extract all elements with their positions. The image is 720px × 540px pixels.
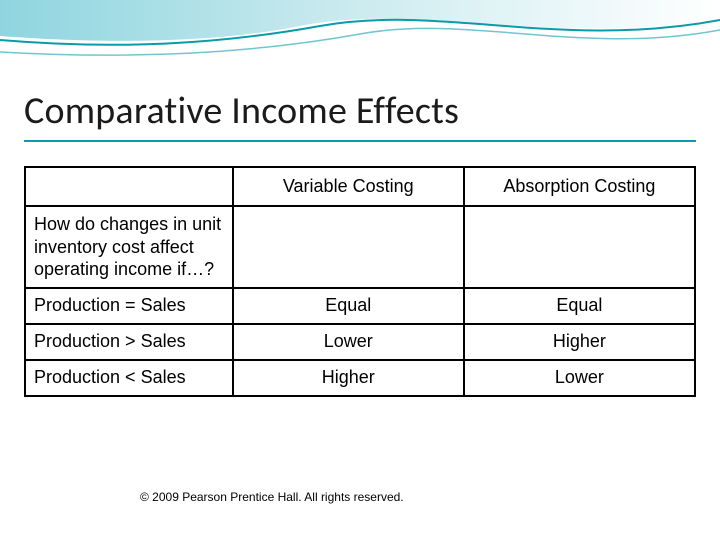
row-label: Production < Sales	[25, 360, 233, 396]
col-header-variable: Variable Costing	[233, 167, 464, 206]
table-row: Production < Sales Higher Lower	[25, 360, 695, 396]
table-header-row: Variable Costing Absorption Costing	[25, 167, 695, 206]
cell-variable: Equal	[233, 288, 464, 324]
title-underline	[24, 140, 696, 142]
table-row: Production > Sales Lower Higher	[25, 324, 695, 360]
cell-absorption: Higher	[464, 324, 695, 360]
cell-variable	[233, 206, 464, 288]
table-row: How do changes in unit inventory cost af…	[25, 206, 695, 288]
cell-absorption: Lower	[464, 360, 695, 396]
col-header-blank	[25, 167, 233, 206]
copyright-text: © 2009 Pearson Prentice Hall. All rights…	[140, 490, 404, 504]
row-label: Production > Sales	[25, 324, 233, 360]
cell-absorption	[464, 206, 695, 288]
col-header-absorption: Absorption Costing	[464, 167, 695, 206]
footer: © 2009 Pearson Prentice Hall. All rights…	[0, 488, 720, 506]
row-label: How do changes in unit inventory cost af…	[25, 206, 233, 288]
cell-variable: Higher	[233, 360, 464, 396]
slide-content: Comparative Income Effects Variable Cost…	[0, 0, 720, 397]
page-title: Comparative Income Effects	[24, 88, 696, 134]
table-row: Production = Sales Equal Equal	[25, 288, 695, 324]
comparison-table: Variable Costing Absorption Costing How …	[24, 166, 696, 397]
cell-variable: Lower	[233, 324, 464, 360]
cell-absorption: Equal	[464, 288, 695, 324]
row-label: Production = Sales	[25, 288, 233, 324]
